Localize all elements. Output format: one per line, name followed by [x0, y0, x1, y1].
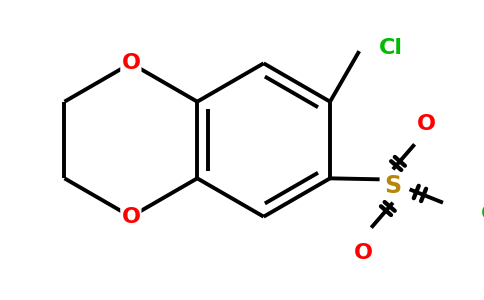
Text: O: O: [121, 53, 140, 73]
Text: O: O: [353, 243, 372, 263]
Text: Cl: Cl: [481, 204, 484, 224]
Text: Cl: Cl: [379, 38, 403, 58]
Text: S: S: [384, 174, 402, 198]
Text: O: O: [121, 207, 140, 227]
Text: O: O: [417, 114, 436, 134]
